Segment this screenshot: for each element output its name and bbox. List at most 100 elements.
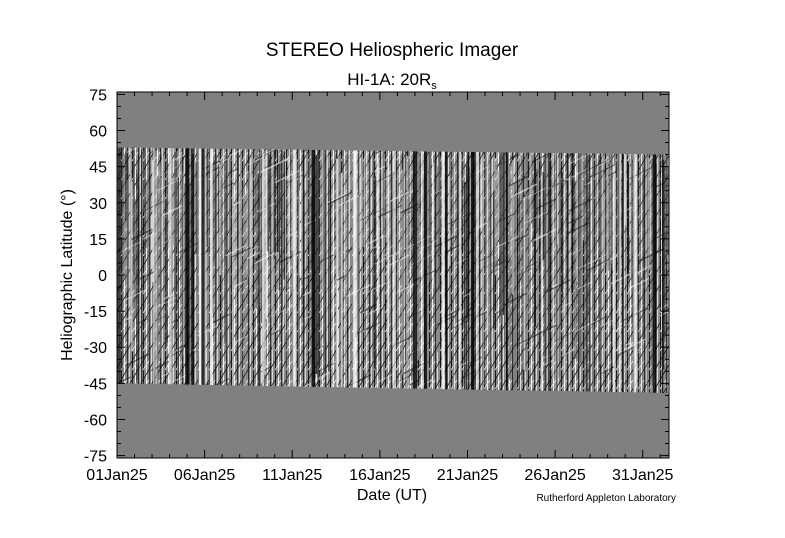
texture-feature — [311, 362, 337, 376]
texture-streak — [520, 149, 521, 282]
texture-feature — [161, 372, 169, 378]
texture-streak — [566, 147, 569, 291]
texture-streak — [377, 158, 380, 314]
texture-feature — [637, 247, 665, 263]
texture-streak — [275, 167, 277, 285]
texture-streak — [613, 165, 615, 393]
texture-feature — [589, 164, 616, 178]
texture-streak — [400, 150, 401, 258]
texture-feature — [154, 315, 167, 322]
texture-column — [317, 147, 319, 393]
texture-streak — [237, 148, 239, 292]
texture-feature — [568, 198, 593, 212]
texture-column — [353, 147, 358, 393]
texture-feature — [628, 277, 650, 290]
texture-streak — [192, 152, 194, 385]
texture-streak — [542, 172, 545, 260]
texture-streak — [232, 147, 234, 387]
texture-streak — [270, 166, 273, 318]
texture-column — [472, 147, 477, 393]
texture-feature — [377, 204, 403, 218]
texture-streak — [181, 159, 182, 277]
texture-column — [506, 147, 508, 393]
texture-feature — [222, 182, 234, 189]
texture-feature — [125, 315, 133, 321]
texture-streak — [593, 151, 595, 389]
texture-streak — [315, 155, 318, 375]
texture-streak — [216, 155, 217, 335]
texture-streak — [405, 148, 407, 361]
texture-feature — [527, 261, 539, 268]
texture-streak — [297, 156, 300, 383]
texture-feature — [232, 200, 242, 207]
y-tick-label: -60 — [84, 412, 107, 429]
texture-feature — [487, 257, 510, 269]
texture-streak — [197, 149, 199, 292]
texture-streak — [605, 172, 607, 269]
texture-feature — [251, 245, 259, 250]
texture-streak — [529, 149, 532, 260]
texture-streak — [249, 174, 252, 336]
texture-streak — [301, 172, 303, 278]
texture-streak — [406, 155, 409, 393]
texture-streak — [224, 164, 226, 345]
texture-column — [445, 147, 448, 393]
texture-streak — [624, 152, 627, 226]
texture-streak — [289, 148, 292, 255]
texture-streak — [539, 157, 542, 369]
texture-streak — [491, 159, 493, 358]
texture-streak — [219, 163, 222, 275]
texture-streak — [432, 162, 434, 286]
texture-streak — [376, 154, 379, 248]
texture-feature — [173, 153, 187, 161]
texture-feature — [253, 252, 276, 265]
texture-streak — [611, 149, 613, 265]
texture-streak — [241, 187, 243, 393]
texture-feature — [514, 335, 535, 347]
texture-streak — [665, 148, 667, 259]
x-tick-label: 16Jan25 — [349, 467, 410, 484]
texture-feature — [359, 208, 384, 221]
texture-feature — [551, 283, 559, 289]
texture-streak — [592, 161, 594, 382]
texture-streak — [534, 158, 537, 327]
texture-streak — [509, 166, 511, 380]
texture-streak — [659, 150, 661, 310]
texture-streak — [497, 171, 500, 239]
y-tick-label: 0 — [98, 268, 107, 285]
texture-column — [209, 147, 213, 393]
texture-streak — [552, 149, 554, 379]
texture-streak — [139, 171, 141, 384]
texture-feature — [366, 306, 384, 315]
texture-feature — [126, 147, 151, 153]
texture-streak — [517, 163, 519, 351]
texture-feature — [131, 228, 153, 241]
texture-streak — [411, 193, 413, 275]
texture-streak — [358, 151, 360, 249]
texture-streak — [389, 163, 391, 317]
texture-streak — [553, 148, 555, 212]
texture-streak — [222, 149, 225, 349]
texture-streak — [339, 157, 342, 319]
texture-streak — [213, 164, 215, 264]
texture-streak — [457, 150, 460, 311]
texture-feature — [232, 247, 252, 258]
texture-streak — [496, 148, 498, 344]
texture-feature — [494, 260, 506, 267]
y-tick-label: -75 — [84, 449, 107, 466]
texture-feature — [555, 330, 576, 342]
data-band — [117, 147, 669, 393]
texture-streak — [233, 203, 235, 289]
texture-streak — [145, 180, 147, 249]
x-tick-label: 21Jan25 — [437, 467, 498, 484]
texture-feature — [535, 198, 556, 210]
texture-streak — [590, 161, 593, 344]
texture-streak — [136, 170, 138, 384]
texture-feature — [217, 156, 232, 165]
texture-column — [421, 147, 424, 393]
texture-streak — [640, 151, 642, 294]
texture-streak — [577, 150, 579, 335]
x-tick-label: 11Jan25 — [262, 467, 322, 484]
texture-feature — [561, 348, 576, 357]
texture-feature — [279, 250, 302, 263]
